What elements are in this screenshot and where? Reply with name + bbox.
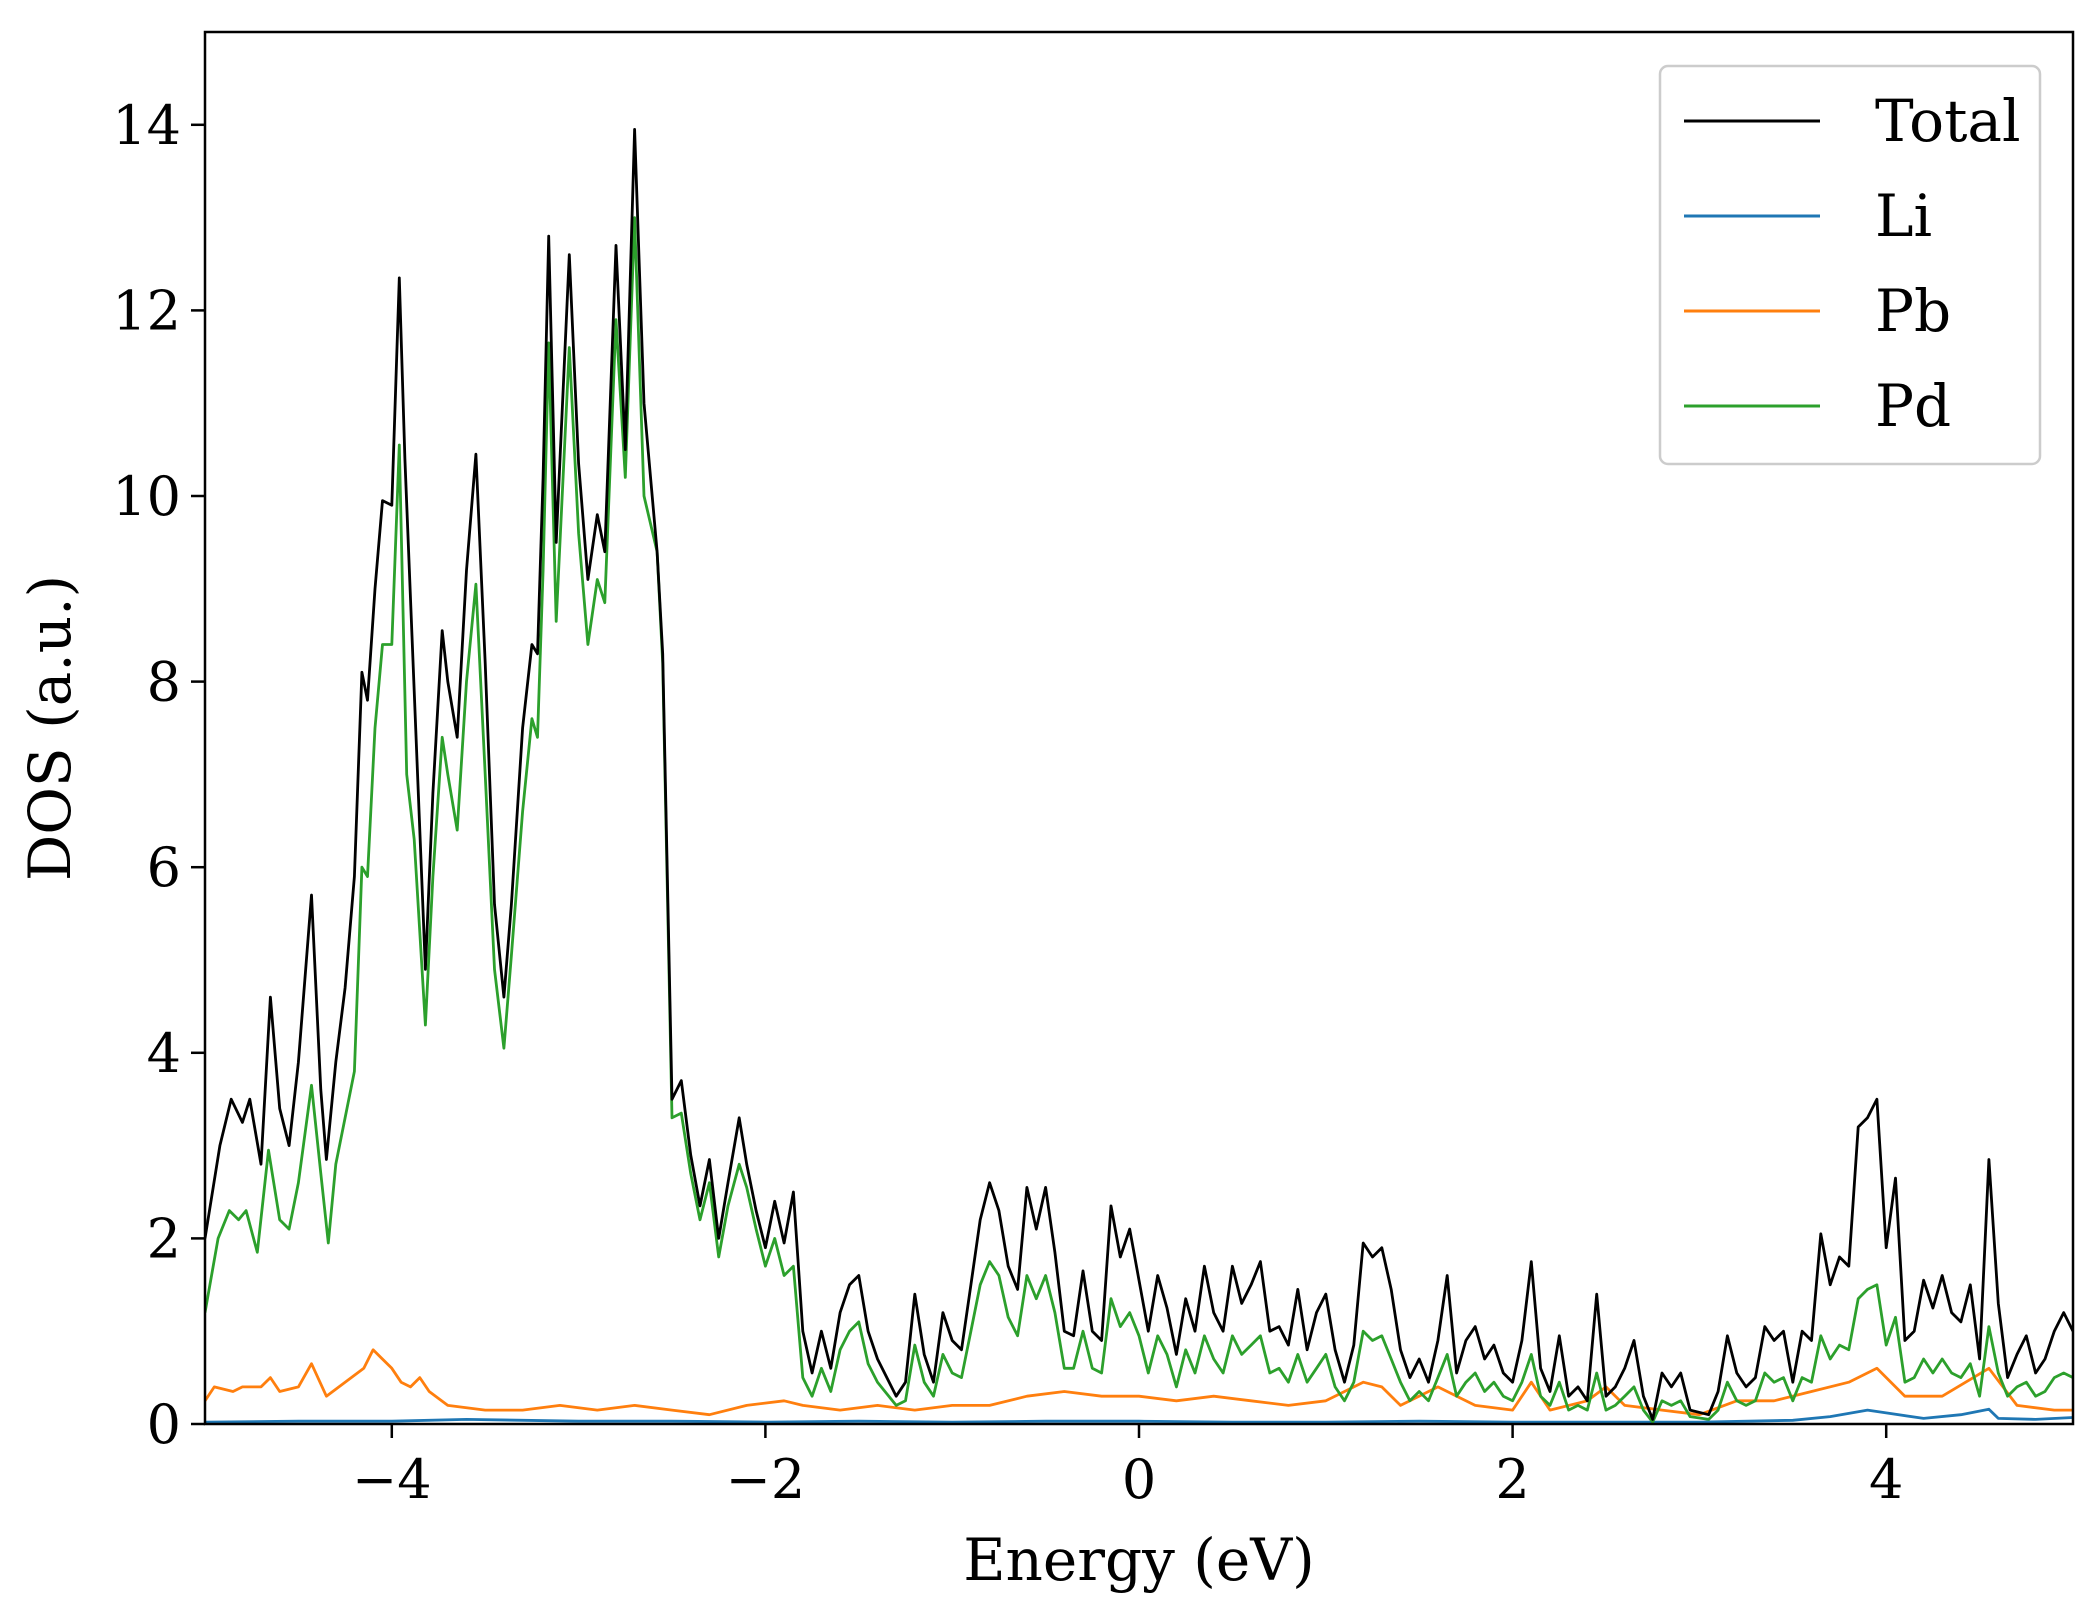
y-tick-label: 2 (147, 1207, 181, 1270)
legend-label-pd: Pd (1875, 372, 1951, 440)
legend-box (1658, 64, 2042, 466)
y-tick-label: 12 (112, 279, 181, 342)
x-tick-label: 4 (1869, 1448, 1903, 1511)
y-tick-label: 10 (112, 465, 181, 528)
plot-lines (205, 128, 2073, 1424)
series-line-li (205, 1407, 2073, 1424)
y-tick-label: 0 (147, 1393, 181, 1456)
legend: Total Li Pb Pd (1658, 64, 2042, 466)
y-axis-label: DOS (a.u.) (16, 575, 84, 881)
x-axis-ticks: −4 −2 0 2 4 (352, 1424, 1903, 1511)
x-tick-label: 0 (1122, 1448, 1156, 1511)
x-tick-label: −2 (726, 1448, 806, 1511)
series-line-pb (205, 1348, 2073, 1417)
x-tick-label: −4 (352, 1448, 432, 1511)
y-tick-label: 6 (147, 836, 181, 899)
y-tick-label: 14 (112, 94, 181, 157)
series-line-pd (205, 216, 2073, 1424)
x-axis-label: Energy (eV) (963, 1526, 1315, 1594)
legend-label-pb: Pb (1875, 277, 1951, 345)
x-tick-label: 2 (1495, 1448, 1529, 1511)
legend-label-li: Li (1875, 182, 1932, 250)
legend-label-total: Total (1875, 87, 2021, 155)
y-tick-label: 4 (147, 1022, 181, 1085)
y-axis-ticks: 0 2 4 6 8 10 12 14 (112, 94, 205, 1456)
series-line-total (205, 128, 2073, 1421)
y-tick-label: 8 (147, 651, 181, 714)
